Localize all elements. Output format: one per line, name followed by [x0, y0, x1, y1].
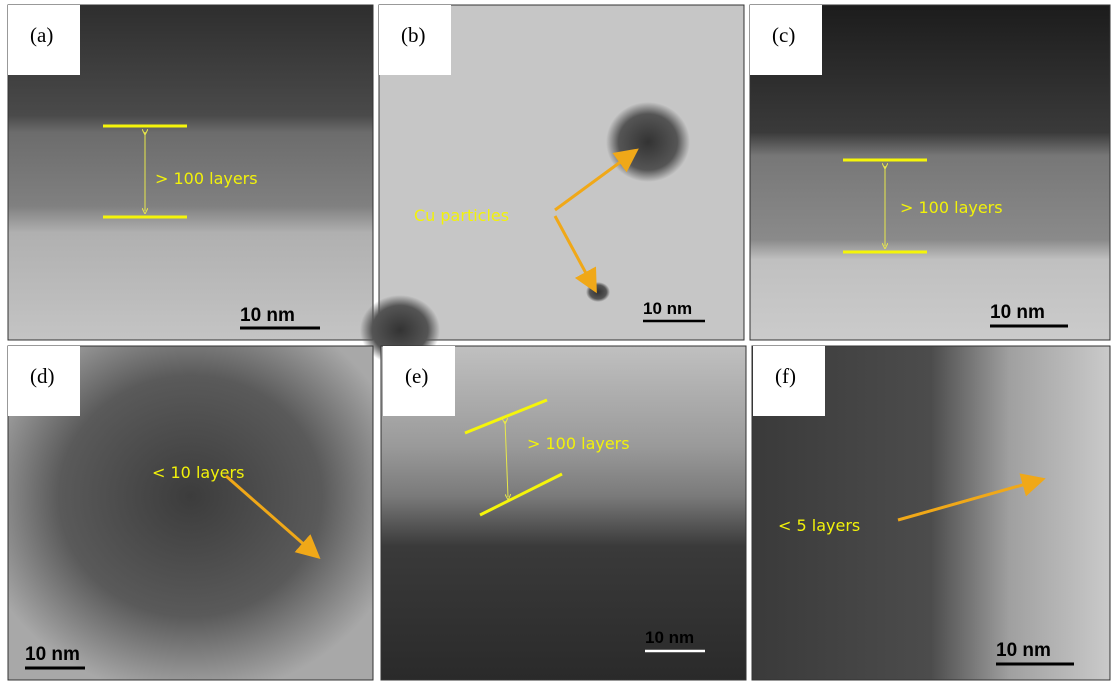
- panel-d: (d) < 10 layers 10 nm: [8, 346, 373, 680]
- scale-bar-label: 10 nm: [240, 305, 295, 326]
- scale-bar-label: 10 nm: [996, 640, 1051, 661]
- scale-bar-label: 10 nm: [643, 299, 692, 318]
- particle: [606, 102, 690, 182]
- panel-label: (d): [30, 364, 55, 388]
- scale-bar-label: 10 nm: [25, 644, 80, 665]
- annotation: < 5 layers: [778, 516, 860, 535]
- scale-bar-label: 10 nm: [990, 302, 1045, 323]
- particle: [586, 282, 610, 302]
- panel-a: (a) > 100 layers 10 nm: [8, 5, 373, 340]
- figure: (a) > 100 layers 10 nm (b) Cu particles …: [0, 0, 1112, 682]
- panel-label: (a): [30, 23, 53, 47]
- panel-e: (e) > 100 layers 10 nm: [381, 346, 746, 680]
- panel-label: (c): [772, 23, 795, 47]
- annotation: Cu particles: [414, 206, 509, 225]
- annotation: > 100 layers: [527, 434, 630, 453]
- panel-f: (f) < 5 layers 10 nm: [752, 346, 1110, 680]
- panel-label: (b): [401, 23, 426, 47]
- scale-bar-label: 10 nm: [645, 628, 694, 647]
- annotation: > 100 layers: [900, 198, 1003, 217]
- panel-c: (c) > 100 layers 10 nm: [750, 5, 1110, 340]
- panel-label: (f): [775, 364, 796, 388]
- panel-b: (b) Cu particles 10 nm: [360, 5, 744, 365]
- annotation: > 100 layers: [155, 169, 258, 188]
- panel-label: (e): [405, 364, 428, 388]
